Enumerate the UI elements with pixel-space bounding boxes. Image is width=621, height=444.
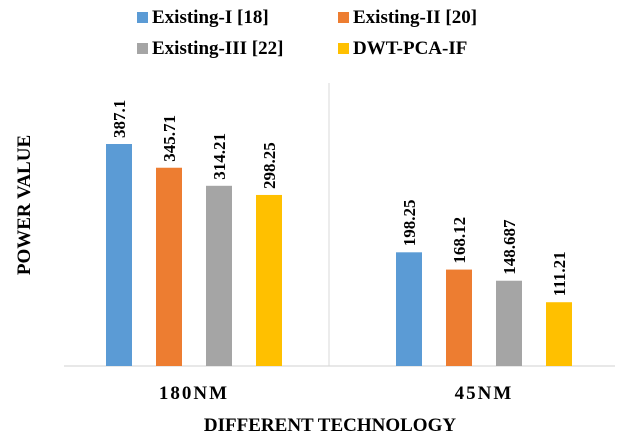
- legend-label: Existing-III [22]: [152, 38, 283, 59]
- bar: [496, 280, 522, 366]
- bar: [446, 269, 472, 366]
- bar: [256, 194, 282, 366]
- legend-label: DWT-PCA-IF: [353, 38, 467, 59]
- x-tick-label: 180NM: [159, 383, 229, 404]
- legend-swatch: [137, 43, 148, 54]
- x-tick-label: 45NM: [455, 383, 514, 404]
- bar: [396, 252, 422, 366]
- legend-swatch: [338, 43, 349, 54]
- data-label: 198.25: [400, 200, 419, 247]
- plot-area: 387.1 345.71 314.21 298.25 180NM 198.25 168.12…: [64, 83, 615, 404]
- data-label: 298.25: [260, 142, 279, 189]
- data-label: 111.21: [550, 251, 569, 296]
- x-axis-title: DIFFERENT TECHNOLOGY: [204, 415, 456, 436]
- legend-label: Existing-II [20]: [353, 7, 477, 28]
- data-label: 148.687: [500, 219, 519, 275]
- data-label: 314.21: [210, 133, 229, 180]
- bar: [546, 302, 572, 366]
- data-label: 345.71: [160, 115, 179, 162]
- legend: Existing-I [18] Existing-II [20] Existing-…: [137, 7, 477, 59]
- legend-label: Existing-I [18]: [152, 7, 269, 28]
- bar: [206, 185, 232, 366]
- data-label: 168.12: [450, 217, 469, 264]
- bar: [156, 167, 182, 366]
- bar: [106, 144, 132, 366]
- y-axis-title: POWER VALUE: [14, 135, 35, 275]
- legend-swatch: [137, 12, 148, 23]
- data-label: 387.1: [110, 100, 129, 138]
- legend-swatch: [338, 12, 349, 23]
